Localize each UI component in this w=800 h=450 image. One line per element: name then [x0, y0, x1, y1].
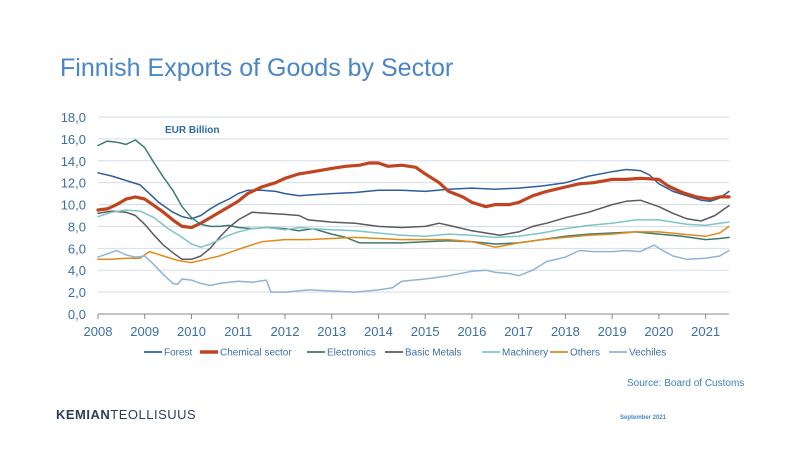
- y-tick-label: 14,0: [61, 154, 86, 169]
- logo-part-rest: TEOLLISUUS: [110, 407, 197, 422]
- series-line-chemical-sector: [96, 161, 731, 230]
- y-tick-label: 2,0: [68, 285, 86, 300]
- legend-label: Others: [570, 348, 600, 359]
- x-tick-label: 2012: [271, 324, 300, 339]
- x-tick-label: 2014: [364, 324, 393, 339]
- legend-label: Forest: [164, 348, 193, 359]
- series-line-others: [97, 225, 730, 264]
- y-tick-label: 18,0: [61, 110, 86, 125]
- x-tick-label: 2019: [598, 324, 627, 339]
- x-tick-label: 2013: [317, 324, 346, 339]
- x-tick-label: 2015: [411, 324, 440, 339]
- y-tick-label: 16,0: [61, 132, 86, 147]
- y-tick-label: 0,0: [68, 307, 86, 322]
- logo-part-bold: KEMIAN: [56, 407, 111, 422]
- y-tick-label: 6,0: [68, 241, 86, 256]
- legend-label: Electronics: [327, 348, 376, 359]
- y-tick-label: 12,0: [61, 176, 86, 191]
- y-axis-ticks: 0,0 2,0 4,0 6,0 8,0 10,0 12,0 14,0 16,0 18,0: [61, 110, 86, 322]
- legend-label: Chemical sector: [220, 348, 292, 359]
- legend: Forest Chemical sector Electronics Basic Me…: [144, 348, 666, 359]
- series-line-machinery: [97, 209, 730, 248]
- x-tick-label: 2020: [644, 324, 673, 339]
- x-tick-label: 2011: [224, 324, 252, 339]
- series-line-forest: [97, 168, 730, 220]
- slide-title: Finnish Exports of Goods by Sector: [60, 54, 454, 82]
- x-axis-ticks: 2008 2009 2010 2011 2012 2013 2014 2015 2016 2017…: [84, 314, 720, 339]
- y-tick-label: 8,0: [68, 219, 86, 234]
- x-tick-label: 2021: [691, 324, 720, 339]
- series-line-basic-metals: [97, 199, 730, 261]
- unit-label: EUR Billion: [165, 125, 219, 136]
- legend-label: Machinery: [502, 348, 548, 359]
- x-tick-label: 2010: [177, 324, 206, 339]
- x-tick-label: 2009: [130, 324, 159, 339]
- y-tick-label: 10,0: [61, 198, 86, 213]
- source-note: Source: Board of Customs: [627, 378, 745, 389]
- date-label: September 2021: [620, 415, 667, 421]
- legend-label: Basic Metals: [405, 348, 462, 359]
- series-line-vechiles: [97, 244, 730, 293]
- company-logo: KEMIANTEOLLISUUS: [56, 407, 196, 422]
- x-tick-label: 2016: [457, 324, 486, 339]
- legend-label: Vechiles: [629, 348, 666, 359]
- x-tick-label: 2008: [84, 324, 113, 339]
- y-tick-label: 4,0: [68, 263, 86, 278]
- gridlines: [98, 116, 729, 315]
- series-lines: [96, 139, 731, 293]
- x-tick-label: 2017: [504, 324, 533, 339]
- x-tick-label: 2018: [551, 324, 580, 339]
